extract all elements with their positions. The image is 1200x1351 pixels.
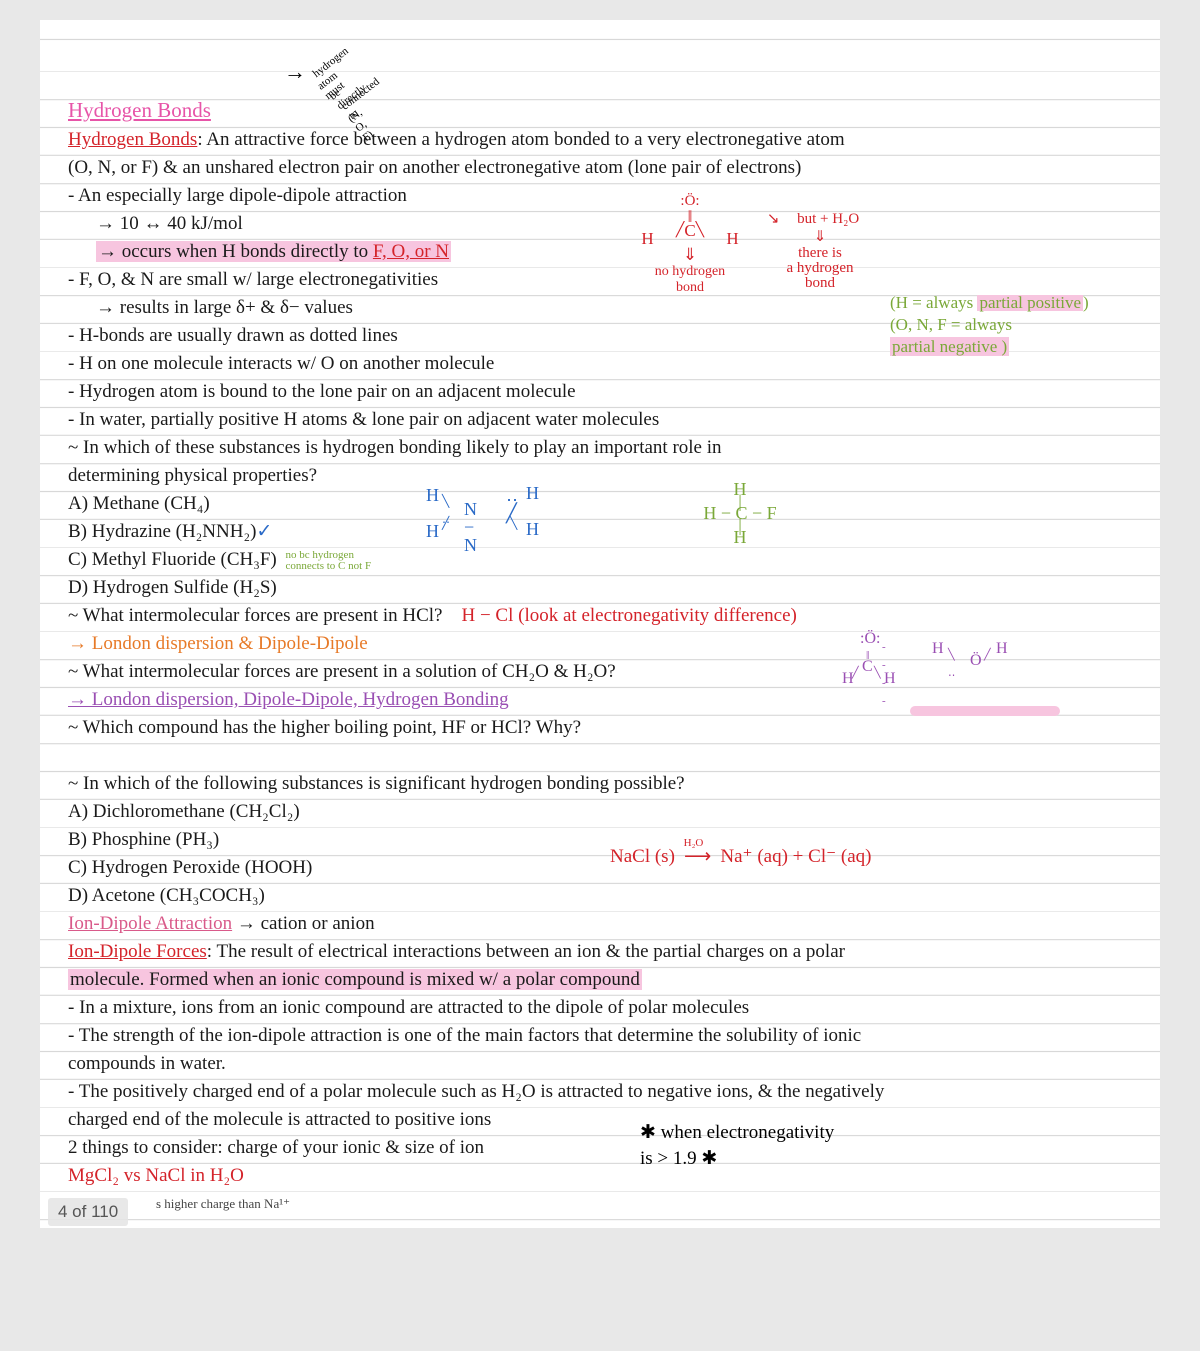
answer-2: → London dispersion & Dipole-Dipole: [68, 633, 368, 654]
section-title-hbonds: Hydrogen Bonds: [68, 98, 211, 122]
option-5c: C) Hydrogen Peroxide (HOOH): [68, 854, 1132, 882]
page-counter: 4 of 110: [48, 1198, 128, 1226]
notes-page: → hydrogen atom must be directly connect…: [40, 20, 1160, 1228]
option-c-note: no bc hydrogenconnects to C not F: [286, 550, 372, 572]
option-b: B) Hydrazine (H₂NNH₂): [68, 521, 256, 542]
question-1a: ~ In which of these substances is hydrog…: [68, 434, 1132, 462]
section-title-iondipole: Ion-Dipole Attraction: [68, 913, 232, 934]
hcl-diagram-text: H − Cl (look at electronegativity differ…: [461, 605, 796, 626]
answer-3: → London dispersion, Dipole-Dipole, Hydr…: [68, 689, 509, 710]
checkmark-icon: ✓: [256, 521, 272, 542]
bullet: - H on one molecule interacts w/ O on an…: [68, 350, 1132, 378]
title2-annot: → cation or anion: [232, 913, 374, 934]
mg-note: s higher charge than Na¹⁺: [68, 1190, 1132, 1218]
bullet-cont: compounds in water.: [68, 1050, 1132, 1078]
def2-text: : The result of electrical interactions …: [207, 941, 845, 962]
bullet: - The strength of the ion-dipole attract…: [68, 1022, 1132, 1050]
def2-text-2: molecule. Formed when an ionic compound …: [68, 969, 642, 990]
bullet-highlight: → occurs when H bonds directly to F, O, …: [96, 241, 451, 262]
bullet-cont: charged end of the molecule is attracted…: [68, 1106, 1132, 1134]
bullet: - H-bonds are usually drawn as dotted li…: [68, 322, 1132, 350]
bullet-sub: → results in large δ+ & δ− values: [68, 294, 1132, 322]
bullet: - In water, partially positive H atoms &…: [68, 406, 1132, 434]
def-text: : An attractive force between a hydrogen…: [197, 129, 844, 150]
question-5: ~ In which of the following substances i…: [68, 770, 1132, 798]
option-5a: A) Dichloromethane (CH₂Cl₂): [68, 798, 1132, 826]
option-d: D) Hydrogen Sulfide (H₂S): [68, 574, 1132, 602]
blank-underline: [910, 706, 1060, 716]
option-5b: B) Phosphine (PH₃): [68, 826, 1132, 854]
option-5d: D) Acetone (CH₃COCH₃): [68, 885, 265, 906]
mgcl-example: MgCl₂ vs NaCl in H₂O: [68, 1165, 244, 1186]
question-1b: determining physical properties?: [68, 462, 1132, 490]
bullet: - The positively charged end of a polar …: [68, 1078, 1132, 1106]
bullet-sub: → 10 ↔ 40 kJ/mol: [68, 210, 1132, 238]
question-3: ~ What intermolecular forces are present…: [68, 658, 1132, 686]
option-c: C) Methyl Fluoride (CH₃F): [68, 549, 277, 570]
question-2: ~ What intermolecular forces are present…: [68, 605, 442, 626]
def-label-iondipole: Ion-Dipole Forces: [68, 941, 207, 962]
bullet: - In a mixture, ions from an ionic compo…: [68, 994, 1132, 1022]
def-text-2: (O, N, or F) & an unshared electron pair…: [68, 154, 1132, 182]
nacl-equation: NaCl (s) H₂O ⟶ Na⁺ (aq) + Cl⁻ (aq): [610, 848, 871, 866]
question-4: ~ Which compound has the higher boiling …: [68, 714, 1132, 742]
two-things: 2 things to consider: charge of your ion…: [68, 1134, 1132, 1162]
def-label-hbonds: Hydrogen Bonds: [68, 129, 197, 150]
option-a: A) Methane (CH₄): [68, 490, 1132, 518]
bullet: - F, O, & N are small w/ large electrone…: [68, 266, 1132, 294]
bullet: - Hydrogen atom is bound to the lone pai…: [68, 378, 1132, 406]
